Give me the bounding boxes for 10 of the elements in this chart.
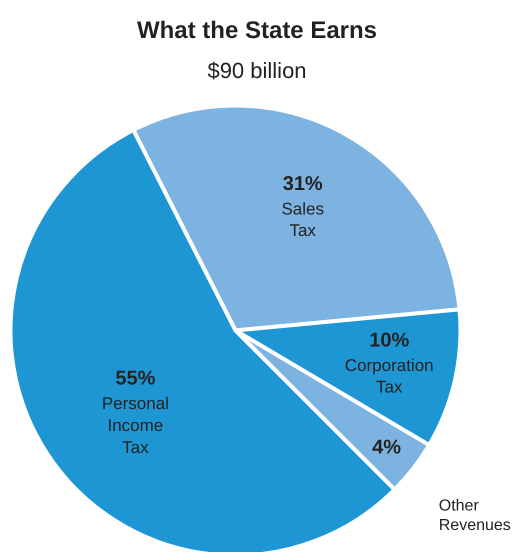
chart-subtitle: $90 billion — [207, 58, 307, 83]
data-label: 10% — [369, 329, 410, 352]
data-label: 31% — [282, 172, 323, 195]
slice-label: Other Revenues — [438, 497, 511, 534]
data-label: 55% — [115, 368, 156, 390]
slice-label: Sales Tax — [281, 199, 324, 240]
chart-title: What the State Earns — [136, 17, 378, 44]
slice-label: Corporation Tax — [344, 356, 434, 397]
data-label: 4% — [372, 436, 402, 459]
slice-label: Personal Income Tax — [102, 394, 169, 457]
